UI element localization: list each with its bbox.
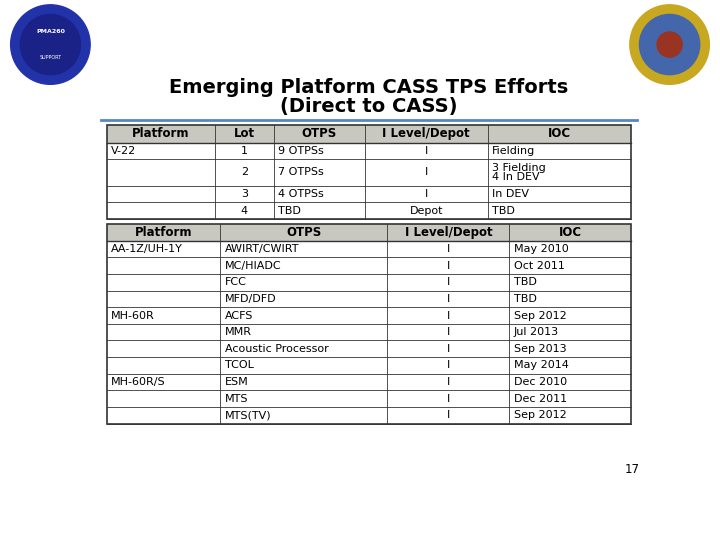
Bar	[107, 291, 631, 307]
Text: 9 OTPSs: 9 OTPSs	[278, 146, 324, 156]
Text: Dec 2010: Dec 2010	[514, 377, 567, 387]
Text: 17: 17	[625, 463, 639, 476]
Text: Fielding: Fielding	[492, 146, 536, 156]
Text: May 2010: May 2010	[514, 244, 569, 254]
Bar	[107, 224, 631, 424]
Text: Acoustic Processor: Acoustic Processor	[225, 344, 328, 354]
Text: MH-60R: MH-60R	[111, 310, 155, 321]
Text: I: I	[447, 244, 450, 254]
Text: In DEV: In DEV	[492, 189, 529, 199]
Text: 4: 4	[241, 206, 248, 216]
Circle shape	[11, 5, 90, 84]
Bar	[107, 241, 631, 258]
Circle shape	[630, 5, 709, 84]
Text: I: I	[447, 327, 450, 337]
Text: I Level/Depot: I Level/Depot	[405, 226, 492, 239]
Text: Sep 2013: Sep 2013	[514, 344, 567, 354]
Bar	[107, 407, 631, 424]
Text: I: I	[447, 344, 450, 354]
Text: AA-1Z/UH-1Y: AA-1Z/UH-1Y	[111, 244, 183, 254]
Text: MH-60R/S: MH-60R/S	[111, 377, 166, 387]
Text: I: I	[425, 146, 428, 156]
Circle shape	[657, 32, 682, 57]
Text: TBD: TBD	[492, 206, 515, 216]
Bar	[107, 274, 631, 291]
Bar	[107, 324, 631, 341]
Bar	[107, 186, 631, 202]
Text: IOC: IOC	[559, 226, 582, 239]
Text: ESM: ESM	[225, 377, 248, 387]
Text: Jul 2013: Jul 2013	[514, 327, 559, 337]
Text: Sep 2012: Sep 2012	[514, 410, 567, 420]
Text: Depot: Depot	[410, 206, 443, 216]
Text: 4 In DEV: 4 In DEV	[492, 172, 540, 182]
Text: AWIRT/CWIRT: AWIRT/CWIRT	[225, 244, 299, 254]
Text: I: I	[425, 167, 428, 178]
Bar	[107, 159, 631, 186]
Bar	[107, 374, 631, 390]
Bar	[107, 307, 631, 324]
Text: (Direct to CASS): (Direct to CASS)	[280, 97, 458, 116]
Text: I: I	[447, 310, 450, 321]
Text: TBD: TBD	[514, 294, 536, 304]
Text: I: I	[447, 261, 450, 271]
Bar	[107, 357, 631, 374]
Text: Platform: Platform	[132, 127, 189, 140]
Text: IOC: IOC	[548, 127, 571, 140]
Text: OTPS: OTPS	[286, 226, 321, 239]
Text: 3: 3	[241, 189, 248, 199]
Bar	[107, 258, 631, 274]
Text: 3 Fielding: 3 Fielding	[492, 163, 546, 173]
Text: MC/HIADC: MC/HIADC	[225, 261, 282, 271]
Circle shape	[639, 15, 700, 75]
Bar	[107, 341, 631, 357]
Text: Platform: Platform	[135, 226, 192, 239]
Bar	[107, 202, 631, 219]
Text: ACFS: ACFS	[225, 310, 253, 321]
Text: V-22: V-22	[111, 146, 137, 156]
Text: MTS(TV): MTS(TV)	[225, 410, 271, 420]
Text: I: I	[447, 377, 450, 387]
Text: Lot: Lot	[234, 127, 255, 140]
Text: Emerging Platform CASS TPS Efforts: Emerging Platform CASS TPS Efforts	[169, 78, 569, 97]
Bar	[107, 224, 631, 241]
Text: TBD: TBD	[514, 277, 536, 287]
Text: I: I	[447, 294, 450, 304]
Text: MMR: MMR	[225, 327, 251, 337]
Text: May 2014: May 2014	[514, 360, 569, 370]
Text: SUPPORT: SUPPORT	[40, 55, 61, 59]
Text: FCC: FCC	[225, 277, 246, 287]
Text: I: I	[447, 360, 450, 370]
Text: TCOL: TCOL	[225, 360, 253, 370]
Bar	[107, 125, 631, 219]
Bar	[107, 125, 631, 143]
Circle shape	[20, 15, 81, 75]
Text: TBD: TBD	[278, 206, 301, 216]
Text: I: I	[447, 277, 450, 287]
Text: I Level/Depot: I Level/Depot	[382, 127, 470, 140]
Text: Sep 2012: Sep 2012	[514, 310, 567, 321]
Text: I: I	[447, 410, 450, 420]
Text: MFD/DFD: MFD/DFD	[225, 294, 276, 304]
Text: I: I	[447, 394, 450, 404]
Text: Oct 2011: Oct 2011	[514, 261, 564, 271]
Text: Dec 2011: Dec 2011	[514, 394, 567, 404]
Text: 1: 1	[241, 146, 248, 156]
Bar	[107, 143, 631, 159]
Text: MTS: MTS	[225, 394, 248, 404]
Text: PMA260: PMA260	[36, 30, 65, 35]
Text: OTPS: OTPS	[302, 127, 337, 140]
Text: 7 OTPSs: 7 OTPSs	[278, 167, 324, 178]
Text: 2: 2	[241, 167, 248, 178]
Text: 4 OTPSs: 4 OTPSs	[278, 189, 324, 199]
Bar	[107, 390, 631, 407]
Text: I: I	[425, 189, 428, 199]
